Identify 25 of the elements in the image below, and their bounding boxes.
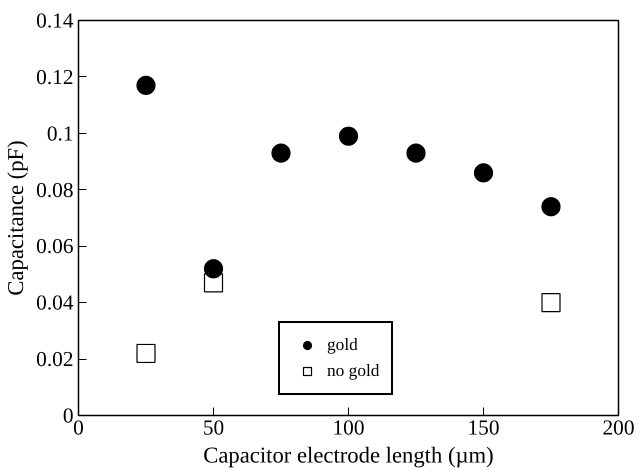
y-tick-label: 0.1 xyxy=(46,121,74,146)
x-tick-label: 50 xyxy=(202,416,224,440)
y-tick-label: 0.06 xyxy=(36,234,74,258)
point xyxy=(136,344,156,364)
point xyxy=(541,293,561,312)
point xyxy=(136,76,156,95)
y-tick-label: 0.02 xyxy=(36,347,74,372)
point xyxy=(204,273,224,292)
y-tick-label: 0.04 xyxy=(36,290,74,315)
legend-label: gold xyxy=(327,335,358,355)
point xyxy=(338,126,358,146)
x-tick-label: 150 xyxy=(468,416,500,440)
x-tick-label: 100 xyxy=(332,416,365,440)
point xyxy=(271,144,291,163)
point xyxy=(474,163,494,182)
x-tick-label: 200 xyxy=(602,416,635,440)
y-tick-label: 0.08 xyxy=(36,178,74,202)
x-axis-title: Capacitor electrode length (µm) xyxy=(203,442,494,468)
y-tick-label: 0.14 xyxy=(36,8,74,32)
point xyxy=(541,197,561,216)
y-tick-label: 0.12 xyxy=(36,64,74,89)
y-axis-title: Capacitance (pF) xyxy=(3,140,28,296)
point xyxy=(406,144,426,163)
point xyxy=(204,259,224,278)
legend-label: no gold xyxy=(327,361,380,381)
